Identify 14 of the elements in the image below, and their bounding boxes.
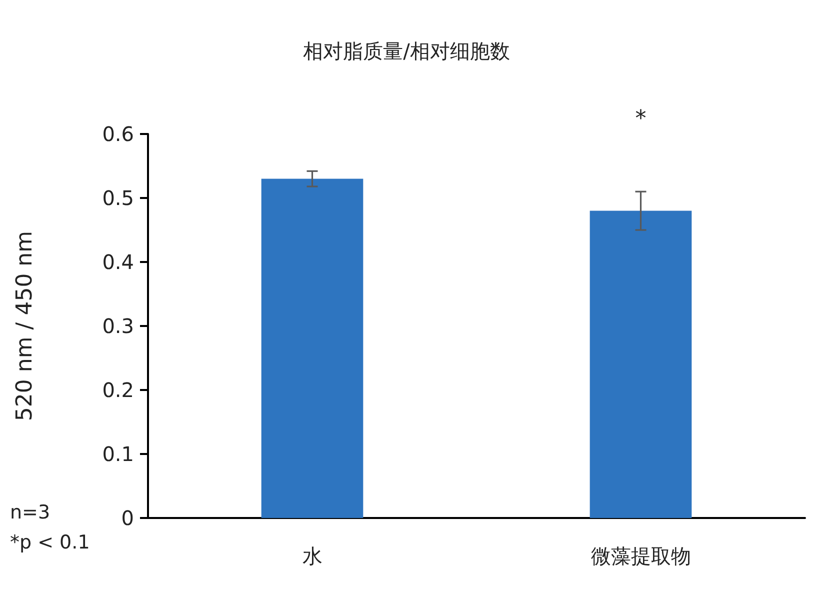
y-tick-label: 0.3 <box>102 314 134 338</box>
chart-title: 相对脂质量/相对细胞数 <box>303 39 510 63</box>
y-tick-label: 0.5 <box>102 186 134 210</box>
y-axis-title: 520 nm / 450 nm <box>12 230 38 422</box>
y-tick-label: 0.2 <box>102 378 134 402</box>
y-tick-label: 0 <box>121 506 134 530</box>
text: *p < 0.1 <box>10 532 90 554</box>
x-tick-label: 水 <box>302 544 322 568</box>
y-tick-label: 0.4 <box>102 250 134 274</box>
text: * <box>635 106 646 132</box>
y-tick-label: 0.6 <box>102 122 134 146</box>
x-tick-label: 微藻提取物 <box>590 544 691 568</box>
text: n=3 <box>10 502 50 524</box>
y-tick-label: 0.1 <box>102 442 134 466</box>
